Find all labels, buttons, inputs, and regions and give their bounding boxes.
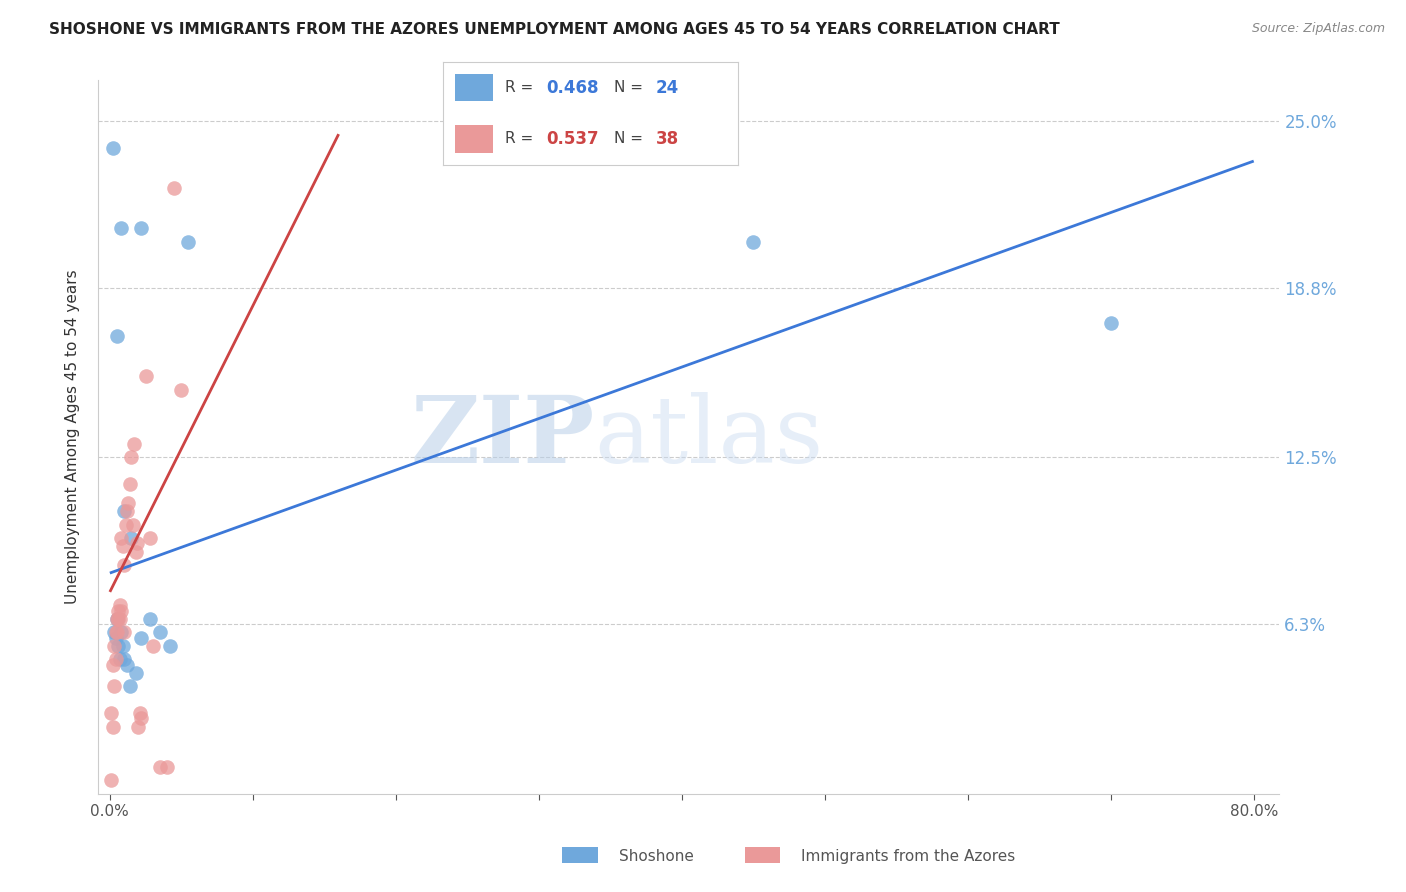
- Point: [107, 604, 129, 618]
- Point: [100, 773, 122, 788]
- Point: [125, 536, 148, 550]
- Point: [110, 221, 132, 235]
- Point: [139, 531, 162, 545]
- Point: [101, 657, 124, 672]
- Point: [122, 437, 145, 451]
- Text: N =: N =: [614, 80, 648, 95]
- Point: [110, 625, 132, 640]
- Point: [108, 612, 131, 626]
- Point: [100, 706, 122, 720]
- Point: [127, 720, 149, 734]
- Point: [108, 652, 131, 666]
- Point: [131, 631, 153, 645]
- Point: [142, 639, 165, 653]
- Point: [114, 517, 136, 532]
- Point: [101, 140, 124, 154]
- Point: [104, 625, 127, 640]
- Point: [118, 679, 141, 693]
- Text: Shoshone: Shoshone: [619, 849, 693, 863]
- Point: [105, 612, 128, 626]
- Point: [170, 383, 193, 397]
- Text: SHOSHONE VS IMMIGRANTS FROM THE AZORES UNEMPLOYMENT AMONG AGES 45 TO 54 YEARS CO: SHOSHONE VS IMMIGRANTS FROM THE AZORES U…: [49, 22, 1060, 37]
- Point: [112, 652, 135, 666]
- Point: [121, 517, 143, 532]
- Point: [124, 544, 146, 558]
- Text: ZIP: ZIP: [411, 392, 595, 482]
- Point: [107, 612, 129, 626]
- Text: 24: 24: [655, 78, 679, 96]
- Text: Immigrants from the Azores: Immigrants from the Azores: [801, 849, 1015, 863]
- Point: [124, 665, 146, 680]
- Point: [110, 531, 132, 545]
- Text: 0.537: 0.537: [546, 130, 599, 148]
- Point: [117, 496, 139, 510]
- Bar: [454, 74, 494, 102]
- Text: R =: R =: [505, 80, 538, 95]
- Point: [159, 639, 181, 653]
- Text: R =: R =: [505, 131, 538, 146]
- Point: [149, 625, 172, 640]
- Point: [107, 639, 129, 653]
- Point: [105, 329, 128, 343]
- Text: N =: N =: [614, 131, 648, 146]
- Point: [104, 652, 127, 666]
- Point: [103, 639, 125, 653]
- Point: [742, 235, 765, 249]
- Point: [128, 706, 150, 720]
- Point: [112, 504, 135, 518]
- Point: [101, 720, 124, 734]
- Text: 0.468: 0.468: [546, 78, 599, 96]
- Point: [111, 539, 134, 553]
- Point: [103, 679, 125, 693]
- Text: Source: ZipAtlas.com: Source: ZipAtlas.com: [1251, 22, 1385, 36]
- Bar: [454, 125, 494, 153]
- Point: [104, 631, 127, 645]
- Point: [131, 711, 153, 725]
- Text: 38: 38: [655, 130, 679, 148]
- Point: [135, 369, 157, 384]
- Point: [120, 531, 142, 545]
- Point: [120, 450, 142, 465]
- Point: [112, 558, 135, 572]
- Point: [115, 504, 138, 518]
- Point: [105, 625, 128, 640]
- Point: [163, 181, 186, 195]
- Point: [131, 221, 153, 235]
- Point: [177, 235, 200, 249]
- Point: [108, 599, 131, 613]
- Point: [1099, 316, 1122, 330]
- Text: atlas: atlas: [595, 392, 824, 482]
- Point: [105, 612, 128, 626]
- Point: [111, 639, 134, 653]
- Point: [103, 625, 125, 640]
- Point: [149, 760, 172, 774]
- Y-axis label: Unemployment Among Ages 45 to 54 years: Unemployment Among Ages 45 to 54 years: [65, 269, 80, 605]
- Point: [115, 657, 138, 672]
- Point: [156, 760, 179, 774]
- Point: [112, 625, 135, 640]
- Point: [110, 604, 132, 618]
- Point: [139, 612, 162, 626]
- Point: [118, 477, 141, 491]
